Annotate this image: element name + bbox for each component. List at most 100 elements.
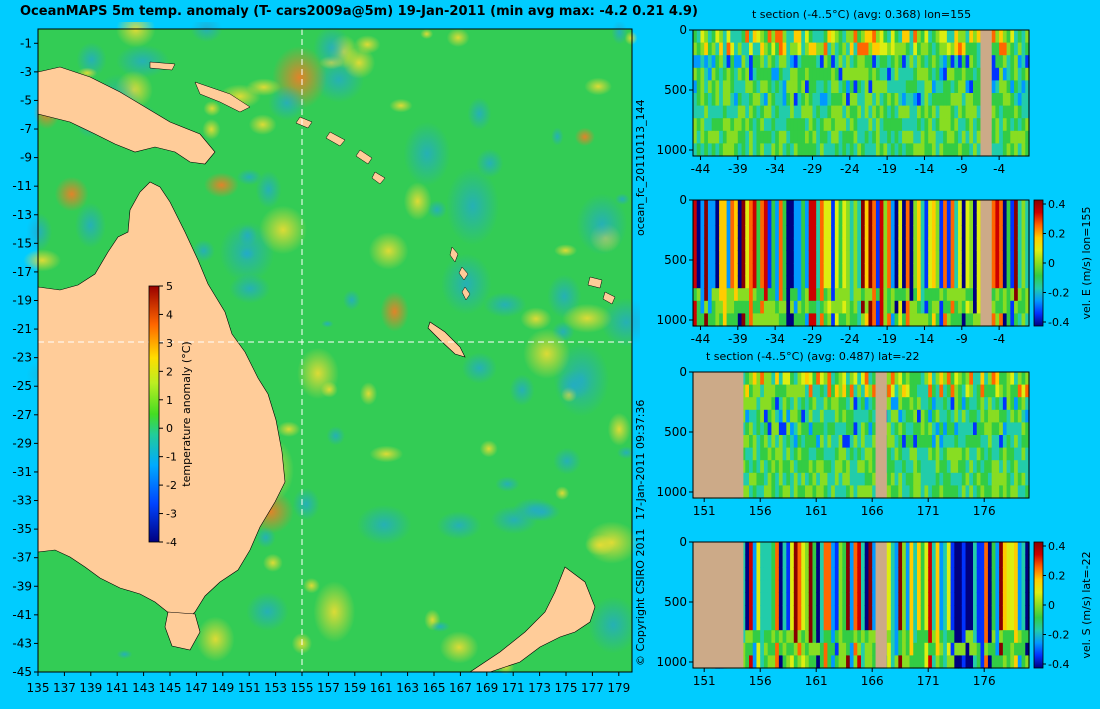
section-cell bbox=[719, 80, 724, 94]
section-cell bbox=[958, 118, 963, 132]
section-cell bbox=[778, 435, 784, 449]
section-x-tick-label: -24 bbox=[840, 332, 860, 346]
section-cell bbox=[793, 579, 799, 593]
section-cell bbox=[969, 212, 974, 226]
section-cell bbox=[756, 143, 761, 157]
section-cell bbox=[722, 300, 728, 314]
anomaly-patch bbox=[54, 176, 89, 212]
section-cell bbox=[737, 237, 743, 251]
section-cell bbox=[711, 30, 716, 44]
section-cell bbox=[808, 200, 814, 214]
section-cell bbox=[760, 460, 765, 474]
section-cell bbox=[920, 263, 926, 277]
section-cell bbox=[719, 30, 724, 44]
section-cell bbox=[726, 80, 731, 94]
section-cell bbox=[816, 237, 821, 251]
section-cell bbox=[973, 300, 978, 314]
section-cell bbox=[935, 617, 940, 631]
section-cell bbox=[696, 67, 702, 81]
map-x-tick-label: 145 bbox=[159, 681, 182, 695]
section-cell bbox=[808, 212, 814, 226]
section-cell bbox=[890, 105, 896, 119]
section-cell bbox=[775, 212, 780, 226]
section-cell bbox=[1002, 118, 1008, 132]
section-cell bbox=[913, 42, 918, 56]
section-cell bbox=[909, 212, 914, 226]
section-cell bbox=[872, 67, 877, 81]
section-cell bbox=[793, 460, 799, 474]
section-cell bbox=[991, 42, 996, 56]
section-cell bbox=[1010, 485, 1015, 499]
section-cell bbox=[745, 212, 750, 226]
section-cell bbox=[734, 55, 739, 69]
section-cell bbox=[898, 130, 903, 144]
section-cell bbox=[857, 372, 862, 386]
section-cell bbox=[931, 67, 937, 81]
section-cell bbox=[939, 130, 944, 144]
section-cell bbox=[939, 288, 944, 302]
section-cell bbox=[887, 617, 892, 631]
section-cell bbox=[976, 460, 982, 474]
section-cell bbox=[961, 200, 967, 214]
section-y-tick-label: 0 bbox=[679, 193, 687, 207]
section-cell bbox=[946, 55, 952, 69]
section-cell bbox=[939, 460, 944, 474]
anomaly-patch bbox=[553, 447, 581, 475]
section-cell bbox=[890, 372, 896, 386]
section-cell bbox=[943, 55, 948, 69]
section-cell bbox=[1017, 42, 1023, 56]
section-cell bbox=[928, 617, 933, 631]
section-cell bbox=[1010, 288, 1015, 302]
section-cell bbox=[969, 630, 974, 644]
section-cell bbox=[917, 592, 922, 606]
section-cell bbox=[752, 630, 758, 644]
section-cell bbox=[872, 397, 877, 411]
section-cell bbox=[1021, 542, 1026, 556]
section-cell bbox=[995, 554, 1000, 568]
section-cell bbox=[902, 288, 907, 302]
section-cell bbox=[1014, 384, 1019, 398]
section-cell bbox=[737, 118, 743, 132]
section-cell bbox=[991, 225, 996, 239]
section-cell bbox=[808, 472, 814, 486]
section-cell bbox=[894, 200, 899, 214]
section-cell bbox=[935, 605, 940, 619]
section-cell bbox=[909, 447, 914, 461]
section-cell bbox=[868, 579, 873, 593]
anomaly-patch bbox=[380, 291, 409, 332]
section-cell bbox=[741, 372, 746, 386]
section-x-tick-label: -39 bbox=[728, 162, 748, 176]
section-cell bbox=[909, 642, 914, 656]
section-cell bbox=[958, 237, 963, 251]
section-cell bbox=[935, 212, 940, 226]
section-cell bbox=[868, 447, 873, 461]
section-cell bbox=[838, 143, 843, 157]
section-cell bbox=[752, 288, 758, 302]
section-cell bbox=[1014, 460, 1019, 474]
section-cell bbox=[902, 275, 907, 289]
section-cell bbox=[976, 275, 982, 289]
section-cell bbox=[711, 288, 716, 302]
section-cell bbox=[872, 435, 877, 449]
section-cell bbox=[958, 67, 963, 81]
section-cell bbox=[797, 472, 802, 486]
section-cell bbox=[715, 143, 720, 157]
section-cell bbox=[816, 288, 821, 302]
section-cell bbox=[767, 105, 772, 119]
section-cell bbox=[782, 55, 787, 69]
section-cell bbox=[890, 397, 896, 411]
section-cell bbox=[722, 250, 728, 264]
section-cell bbox=[1002, 617, 1008, 631]
section-cell bbox=[935, 225, 940, 239]
section-cell bbox=[879, 105, 884, 119]
section-cell bbox=[782, 397, 787, 411]
section-cell bbox=[763, 200, 769, 214]
section-cell bbox=[849, 42, 855, 56]
section-cell bbox=[838, 642, 843, 656]
section-cell bbox=[1014, 250, 1019, 264]
section-cell bbox=[808, 300, 814, 314]
section-cell bbox=[853, 93, 858, 107]
section-cell bbox=[883, 225, 888, 239]
section-cell bbox=[954, 384, 959, 398]
section-cell bbox=[883, 288, 888, 302]
